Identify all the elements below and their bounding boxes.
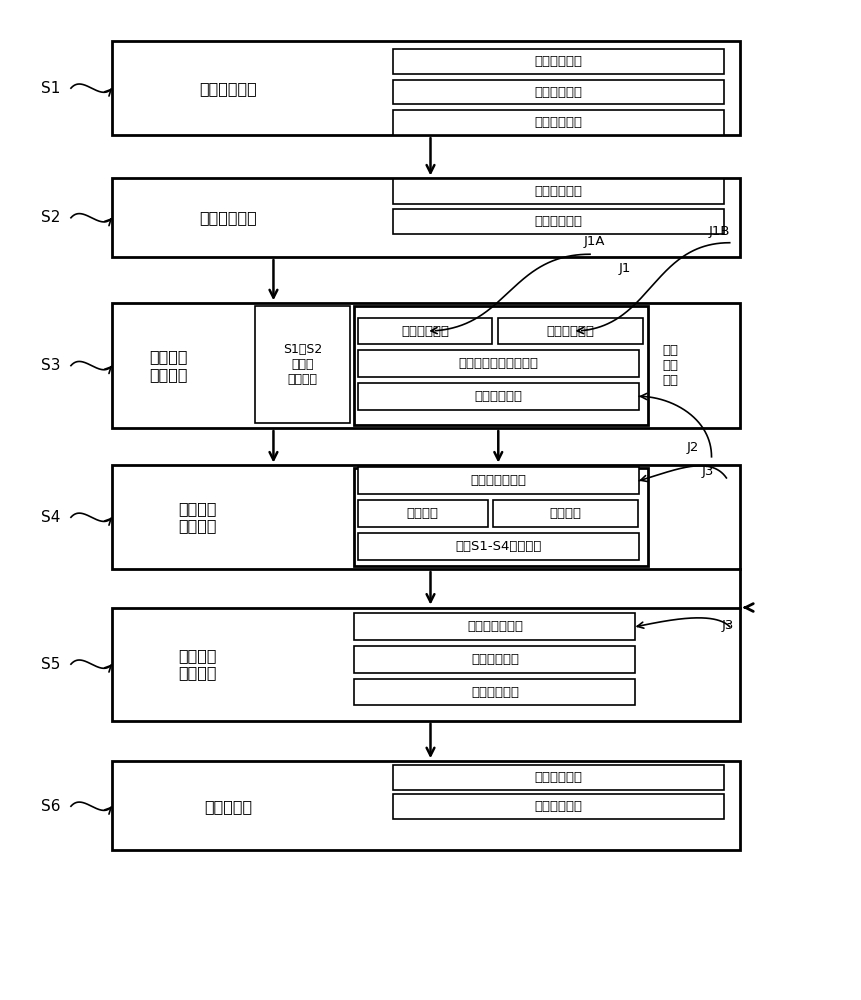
Text: 数据格式转换: 数据格式转换 [474, 390, 523, 403]
Bar [355, 613, 635, 640]
Text: 简化线缆结构: 简化线缆结构 [535, 185, 583, 198]
Text: 仿真结果存储: 仿真结果存储 [471, 686, 519, 698]
Text: S4: S4 [40, 510, 60, 525]
Text: 导入辐射激励源: 导入辐射激励源 [467, 620, 523, 633]
Text: 建立机械模型: 建立机械模型 [199, 81, 257, 96]
Bar [112, 41, 740, 135]
Bar [358, 318, 492, 344]
Bar [358, 350, 639, 377]
Text: 导入辐射激励源: 导入辐射激励源 [470, 474, 526, 487]
Text: 验证修正
仿真模型: 验证修正 仿真模型 [178, 501, 217, 533]
Text: 仿真得到
仿真结果: 仿真得到 仿真结果 [178, 648, 217, 680]
Text: J2: J2 [687, 441, 699, 454]
Text: 建立网格模型: 建立网格模型 [535, 116, 583, 129]
Text: J3: J3 [722, 619, 734, 632]
Bar [499, 318, 643, 344]
Text: 建立整体
仿真模型: 建立整体 仿真模型 [149, 349, 188, 382]
Text: J1B: J1B [709, 225, 730, 238]
Bar [358, 500, 487, 527]
Bar [393, 110, 724, 135]
Text: J3: J3 [702, 465, 714, 478]
Bar [493, 500, 638, 527]
Text: 运行仿真模型: 运行仿真模型 [471, 653, 519, 666]
Bar [355, 646, 635, 673]
Text: 实物测量: 实物测量 [549, 507, 582, 520]
Text: S1与S2
模型的
有机集成: S1与S2 模型的 有机集成 [283, 343, 322, 386]
Text: 电机控制模型: 电机控制模型 [401, 325, 449, 338]
Bar [112, 465, 740, 569]
Text: S6: S6 [40, 799, 60, 814]
Bar [112, 608, 740, 721]
Text: 建立电路模型: 建立电路模型 [199, 210, 257, 225]
Text: S3: S3 [40, 358, 60, 373]
Bar [355, 306, 647, 425]
Text: 重复S1-S4修正模型: 重复S1-S4修正模型 [455, 540, 542, 553]
Bar [112, 761, 740, 850]
Text: 运行仿真: 运行仿真 [406, 507, 438, 520]
Bar [358, 383, 639, 410]
Bar [355, 679, 635, 705]
Text: 建立三维模型: 建立三维模型 [535, 55, 583, 68]
Bar [255, 306, 350, 423]
Text: 建立等效电路: 建立等效电路 [535, 215, 583, 228]
Bar [112, 178, 740, 257]
Bar [393, 765, 724, 790]
Text: S2: S2 [40, 210, 60, 225]
Text: S5: S5 [40, 657, 60, 672]
Text: 确定待测量点: 确定待测量点 [535, 800, 583, 813]
Text: 测量获得激励源的数据: 测量获得激励源的数据 [458, 357, 538, 370]
Bar [393, 49, 724, 74]
Text: S1: S1 [40, 81, 60, 96]
Text: 简化车身模型: 简化车身模型 [535, 86, 583, 99]
Bar [355, 468, 647, 566]
Bar [112, 303, 740, 428]
Bar [358, 533, 639, 560]
Bar [393, 209, 724, 234]
Text: 激励
源的
获取: 激励 源的 获取 [662, 344, 678, 387]
Bar [358, 467, 639, 494]
Text: J1A: J1A [584, 235, 605, 248]
Bar [393, 179, 724, 204]
Text: 仿真结果插值: 仿真结果插值 [535, 771, 583, 784]
Text: J1: J1 [619, 262, 631, 275]
Bar [393, 80, 724, 104]
Text: 电动汽车实物: 电动汽车实物 [547, 325, 595, 338]
Text: 规划测量点: 规划测量点 [204, 799, 252, 814]
Bar [393, 794, 724, 819]
